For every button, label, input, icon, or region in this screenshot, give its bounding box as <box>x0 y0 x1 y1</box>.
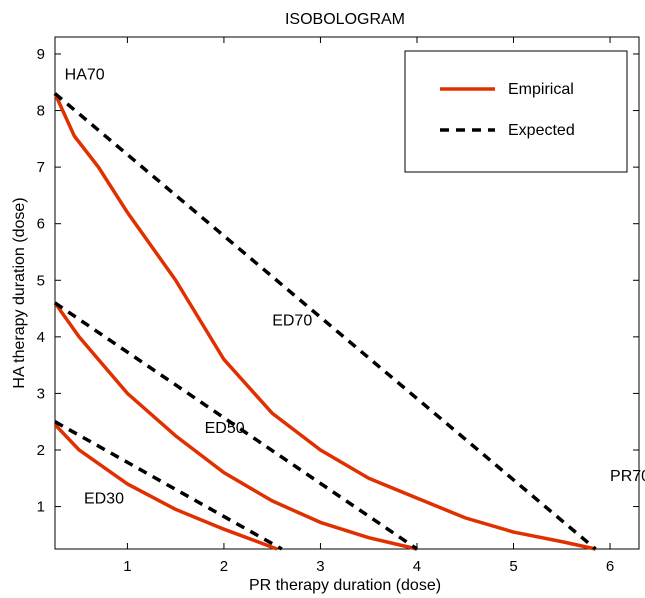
annotation-ed30: ED30 <box>84 491 124 508</box>
y-tick-label: 2 <box>37 442 45 459</box>
x-tick-label: 1 <box>123 558 131 575</box>
y-tick-label: 3 <box>37 385 45 402</box>
annotation-ed70: ED70 <box>272 313 312 330</box>
series-ed70-expected <box>53 92 597 551</box>
annotation-layer: HA70 ED70 ED50 ED30 PR70 <box>65 66 645 507</box>
annotation-pr70: PR70 <box>610 468 645 485</box>
series-ed30-expected <box>54 420 283 551</box>
y-axis-label: HA therapy duration (dose) <box>11 197 28 388</box>
series-ed70-empirical <box>53 92 596 551</box>
y-tick-label: 1 <box>37 499 45 516</box>
legend-label-expected: Expected <box>508 122 575 139</box>
series-ed30-empirical <box>53 423 278 551</box>
legend-label-empirical: Empirical <box>508 81 574 98</box>
chart-title: ISOBOLOGRAM <box>285 11 405 28</box>
series-layer <box>53 92 597 551</box>
legend: Empirical Expected <box>404 50 628 173</box>
x-tick-label: 6 <box>606 558 614 575</box>
x-tick-label: 3 <box>316 558 324 575</box>
x-tick-label: 5 <box>509 558 517 575</box>
annotation-ha70: HA70 <box>65 66 105 83</box>
annotation-ed50: ED50 <box>205 420 245 437</box>
y-tick-label: 8 <box>37 103 45 120</box>
series-ed50-empirical <box>53 301 418 551</box>
x-tick-label: 2 <box>220 558 228 575</box>
y-tick-label: 4 <box>37 329 45 346</box>
y-tick-label: 7 <box>37 159 45 176</box>
y-tick-label: 6 <box>37 216 45 233</box>
axis-ticks: 1 2 3 4 5 6 1 2 3 4 5 6 7 8 9 <box>37 37 639 575</box>
x-tick-label: 4 <box>413 558 421 575</box>
legend-box <box>404 50 628 173</box>
x-axis-label: PR therapy duration (dose) <box>249 577 441 594</box>
y-tick-label: 9 <box>37 46 45 63</box>
series-ed50-expected <box>54 301 418 551</box>
y-tick-label: 5 <box>37 272 45 289</box>
